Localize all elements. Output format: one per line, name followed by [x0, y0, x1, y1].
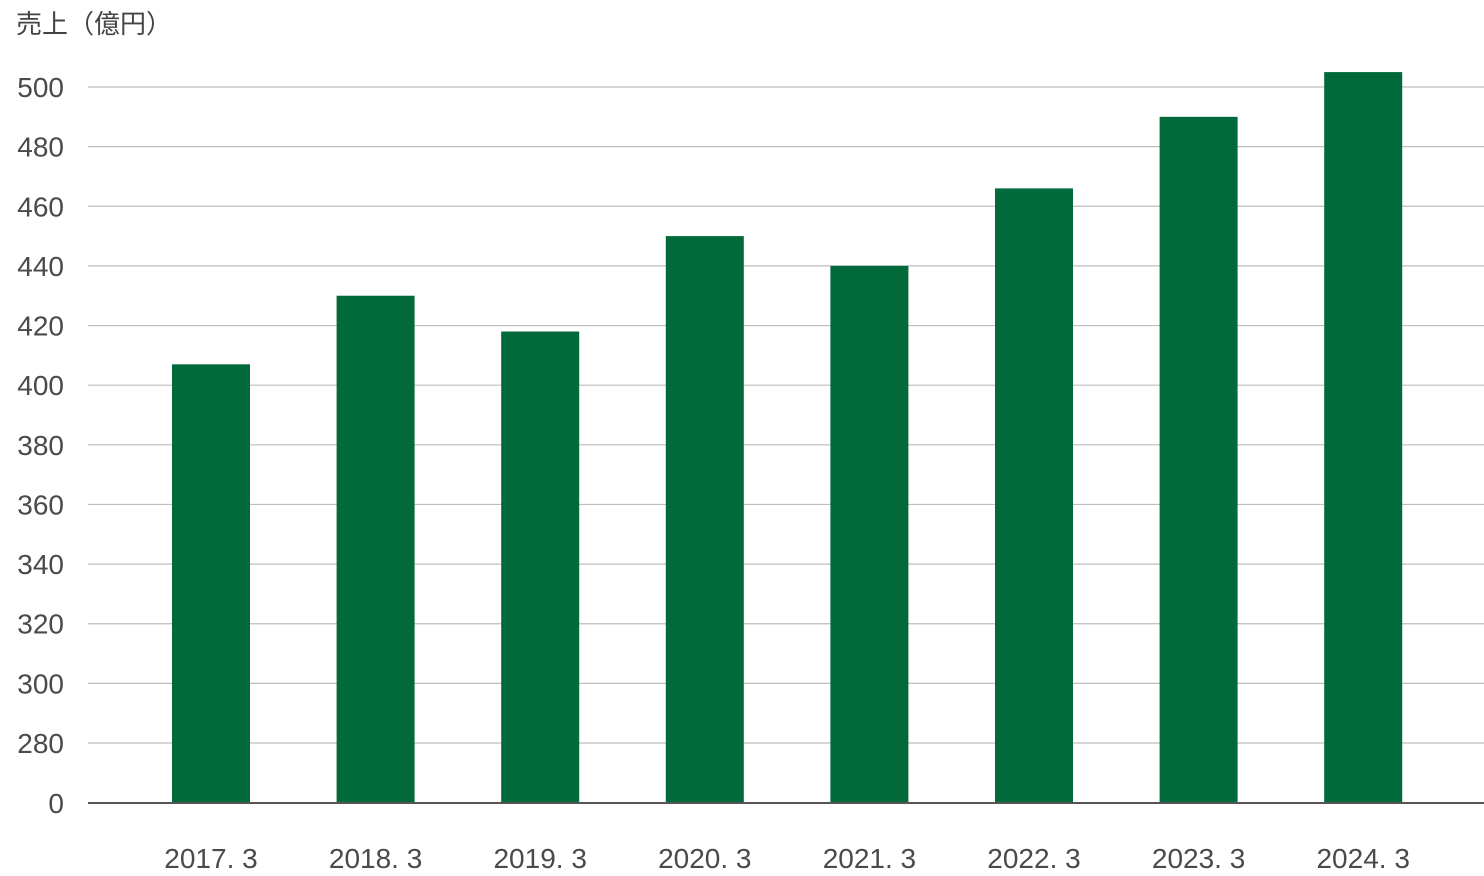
y-tick-label: 440 — [17, 251, 64, 282]
x-tick-labels: 2017. 3 2018. 3 2019. 3 2020. 3 2021. 3 2022.… — [164, 843, 1410, 874]
x-tick-label: 2024. 3 — [1316, 843, 1409, 874]
x-tick-label: 2021. 3 — [823, 843, 916, 874]
bars — [172, 72, 1403, 804]
y-tick-label: 280 — [17, 728, 64, 759]
y-tick-label: 300 — [17, 668, 64, 699]
y-tick-label: 400 — [17, 370, 64, 401]
x-tick-label: 2019. 3 — [493, 843, 586, 874]
y-tick-label: 380 — [17, 430, 64, 461]
y-tick-label: 0 — [48, 788, 64, 819]
x-tick-label: 2022. 3 — [987, 843, 1080, 874]
y-tick-label: 340 — [17, 549, 64, 580]
y-tick-label: 460 — [17, 191, 64, 222]
x-tick-label: 2023. 3 — [1152, 843, 1245, 874]
y-tick-label: 320 — [17, 609, 64, 640]
y-tick-labels: 0 280 300 320 340 360 380 400 420 440 460 480 500 — [17, 72, 64, 819]
gridlines — [88, 86, 1484, 744]
bar-5 — [830, 265, 909, 804]
y-tick-label: 500 — [17, 72, 64, 103]
x-tick-label: 2020. 3 — [658, 843, 751, 874]
y-axis-title: 売上（億円） — [16, 10, 173, 40]
bar-6 — [995, 188, 1073, 803]
y-tick-label: 480 — [17, 132, 64, 163]
bar-3 — [501, 331, 580, 803]
bar-2 — [336, 295, 415, 803]
y-tick-label: 420 — [17, 311, 64, 342]
y-tick-label: 360 — [17, 489, 64, 520]
bar-8 — [1324, 72, 1403, 803]
x-tick-label: 2017. 3 — [164, 843, 257, 874]
bar-7 — [1159, 116, 1238, 804]
x-tick-label: 2018. 3 — [329, 843, 422, 874]
bar-1 — [172, 364, 250, 803]
bar-4 — [665, 236, 744, 803]
